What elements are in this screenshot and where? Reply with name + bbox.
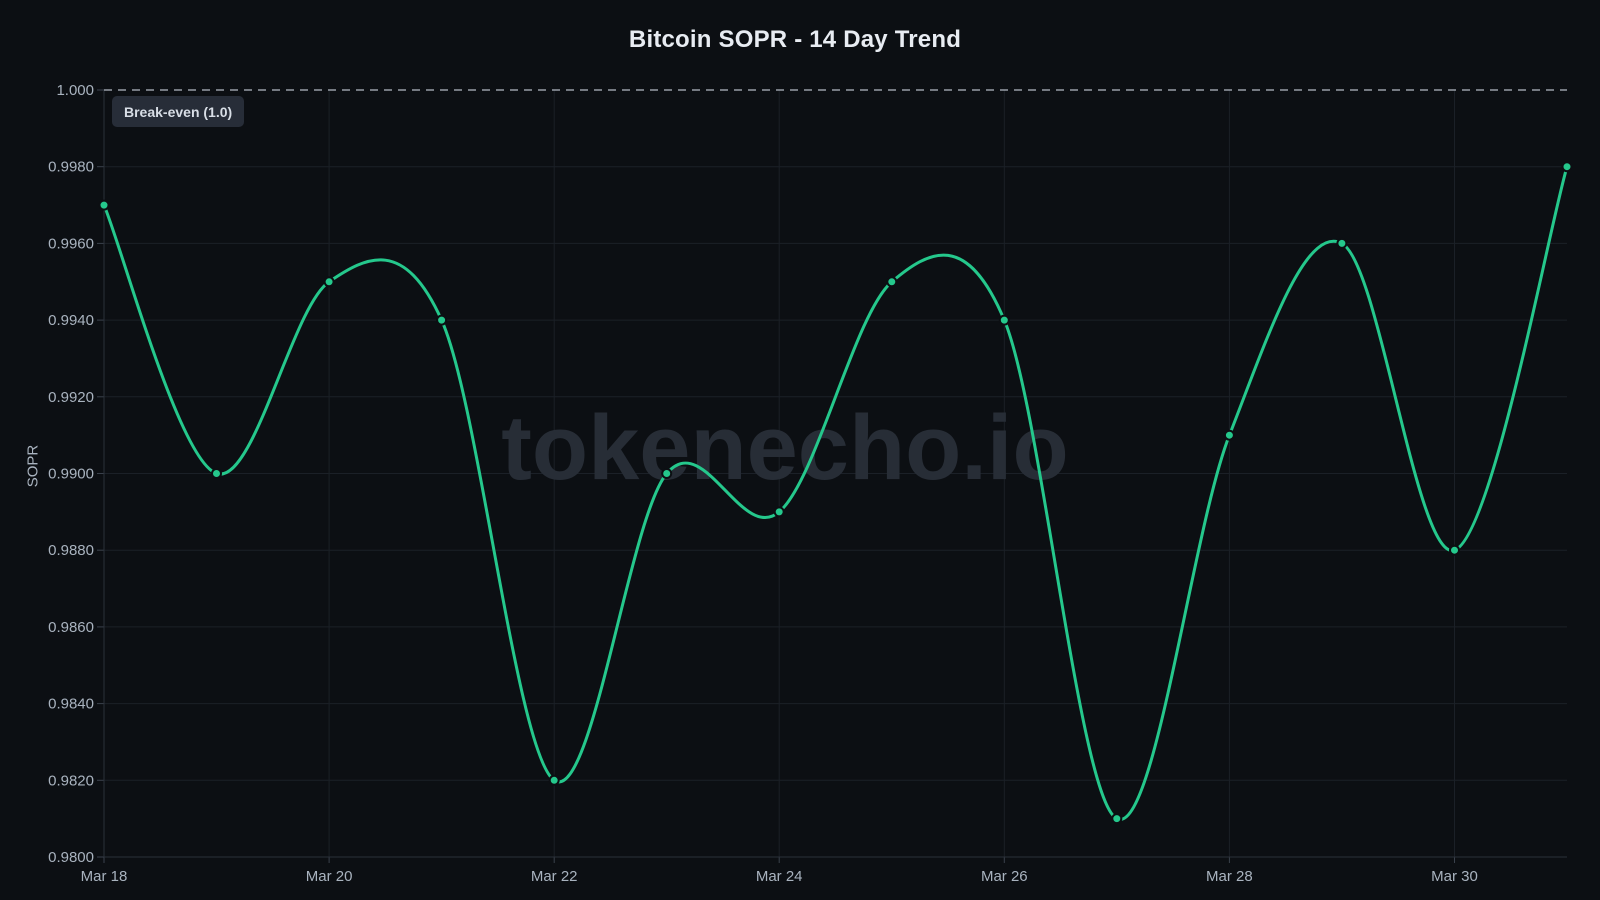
- x-tick-label: Mar 28: [1206, 868, 1253, 885]
- data-point[interactable]: [1449, 544, 1460, 556]
- data-point[interactable]: [886, 276, 898, 288]
- data-point[interactable]: [211, 468, 222, 479]
- data-point[interactable]: [1111, 813, 1123, 825]
- axes: [97, 89, 1567, 863]
- data-point[interactable]: [1223, 429, 1235, 441]
- y-tick-label: 0.9860: [48, 619, 94, 636]
- y-tick-label: 1.000: [56, 82, 94, 99]
- data-points: [98, 161, 1573, 825]
- y-tick-label: 0.9800: [48, 849, 94, 866]
- y-tick-label: 0.9960: [48, 235, 94, 252]
- x-tick-label: Mar 24: [756, 868, 803, 885]
- y-tick-label: 0.9920: [48, 389, 94, 406]
- data-point[interactable]: [323, 276, 335, 288]
- data-point[interactable]: [1561, 161, 1573, 173]
- y-axis-title: SOPR: [24, 444, 42, 488]
- tick-labels: 1.000 0.9980 0.9960 0.9940 0.9920 0.9900 0.988…: [48, 82, 1478, 885]
- x-tick-label: Mar 26: [981, 868, 1028, 885]
- gridlines: [104, 90, 1567, 857]
- x-tick-label: Mar 30: [1431, 868, 1478, 885]
- data-point[interactable]: [1336, 237, 1348, 249]
- data-point[interactable]: [661, 468, 673, 479]
- x-tick-label: Mar 20: [306, 868, 353, 885]
- data-point[interactable]: [998, 314, 1010, 326]
- x-tick-label: Mar 18: [81, 868, 128, 885]
- y-tick-label: 0.9820: [48, 772, 94, 789]
- watermark: tokenecho.io: [501, 397, 1068, 499]
- chart-title: Bitcoin SOPR - 14 Day Trend: [628, 26, 962, 53]
- data-point[interactable]: [436, 314, 448, 326]
- x-tick-label: Mar 22: [531, 868, 578, 885]
- data-point[interactable]: [773, 506, 785, 518]
- data-point[interactable]: [98, 199, 110, 211]
- y-tick-label: 0.9940: [48, 312, 94, 329]
- y-tick-label: 0.9840: [48, 696, 94, 713]
- data-point[interactable]: [548, 774, 560, 786]
- break-even-label: Break-even (1.0): [112, 96, 245, 127]
- y-tick-label: 0.9900: [48, 466, 94, 483]
- y-tick-label: 0.9980: [48, 159, 94, 176]
- y-tick-label: 0.9880: [48, 542, 94, 559]
